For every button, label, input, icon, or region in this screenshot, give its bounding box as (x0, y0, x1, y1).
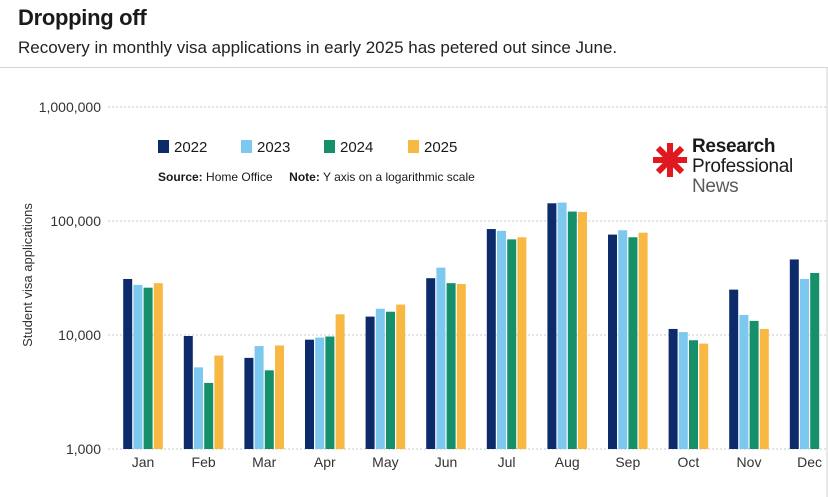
legend-label-2024: 2024 (340, 139, 373, 156)
legend-swatch-2023 (241, 140, 252, 153)
y-tick-label: 10,000 (58, 327, 101, 343)
bar-2022-may (365, 316, 375, 449)
bar-2023-aug (557, 202, 567, 449)
bar-2025-jun (456, 284, 466, 449)
bar-2022-feb (183, 336, 193, 449)
x-tick-label: Dec (797, 454, 822, 470)
chart-subtitle: Recovery in monthly visa applications in… (18, 38, 618, 57)
legend-swatch-2022 (158, 140, 169, 153)
bar-2022-mar (244, 357, 254, 449)
bar-2025-apr (335, 314, 345, 449)
research-professional-news-logo: Research Professional News (650, 136, 820, 200)
source-note: Source: Home Office Note: Y axis on a lo… (158, 170, 475, 184)
bars (123, 202, 820, 449)
bar-2024-jul (507, 239, 517, 449)
x-tick-label: Feb (192, 454, 216, 470)
x-tick-label: Jul (498, 454, 516, 470)
bar-2023-mar (254, 346, 264, 449)
chart-title: Dropping off (18, 5, 147, 30)
bar-2024-jun (446, 283, 456, 449)
x-axis-ticks: Jan Feb Mar Apr May Jun Jul Aug Sep Oct Nov Dec (132, 454, 822, 470)
bar-2022-oct (668, 328, 678, 449)
bar-2024-apr (325, 336, 335, 449)
y-tick-label: 100,000 (50, 213, 101, 229)
legend-label-2025: 2025 (424, 139, 457, 156)
bar-2023-may (375, 308, 385, 449)
chart-panel (0, 68, 828, 497)
legend-label-2023: 2023 (257, 139, 290, 156)
bar-2025-oct (699, 343, 709, 449)
bar-2025-mar (275, 345, 284, 449)
bar-2022-dec (789, 259, 799, 449)
bar-2023-jun (436, 267, 446, 449)
bar-2024-dec (810, 272, 820, 449)
bar-2023-oct (678, 332, 688, 449)
bar-2025-aug (578, 211, 587, 449)
x-tick-label: Mar (252, 454, 276, 470)
bar-2024-mar (264, 370, 274, 449)
bar-2024-nov (749, 320, 759, 449)
bar-2025-may (396, 304, 406, 449)
bar-2022-aug (547, 203, 557, 449)
y-axis-ticks: 1,000 10,000 100,000 1,000,000 (39, 99, 102, 457)
bar-2024-feb (204, 382, 214, 449)
bar-2022-sep (608, 234, 617, 449)
bar-2022-jan (123, 278, 133, 449)
header-divider (0, 67, 828, 68)
bar-2022-jun (426, 278, 436, 449)
bar-2023-feb (194, 367, 203, 449)
x-tick-label: Oct (678, 454, 700, 470)
x-tick-label: Sep (615, 454, 640, 470)
x-tick-label: Aug (555, 454, 580, 470)
bar-2024-aug (567, 211, 577, 449)
bar-2022-jul (486, 229, 496, 449)
bar-2023-jul (497, 230, 506, 449)
legend-swatch-2025 (408, 140, 419, 153)
logo-line-news: News (692, 176, 739, 197)
x-tick-label: Jun (435, 454, 458, 470)
bar-2025-jul (517, 237, 527, 449)
x-tick-label: May (372, 454, 398, 470)
logo-line-research: Research (692, 136, 776, 157)
x-tick-label: Jan (132, 454, 155, 470)
source-label: Source: (158, 170, 203, 184)
legend-swatch-2024 (324, 140, 335, 153)
bar-2023-apr (315, 337, 325, 449)
y-axis-label: Student visa applications (20, 203, 35, 347)
source-value: Home Office (206, 170, 273, 184)
y-tick-label: 1,000,000 (39, 99, 101, 115)
note-label: Note: (289, 170, 320, 184)
bar-2023-jan (133, 284, 143, 449)
bar-2025-sep (638, 232, 648, 449)
bar-2025-jan (153, 283, 163, 449)
bar-2023-sep (618, 230, 628, 449)
legend: 2022 2023 2024 2025 (158, 139, 457, 156)
asterisk-icon (653, 143, 687, 177)
bar-2025-nov (759, 328, 769, 449)
bar-2024-sep (628, 237, 638, 449)
bar-2025-feb (214, 355, 224, 449)
legend-label-2022: 2022 (174, 139, 207, 156)
bar-2022-apr (305, 339, 314, 449)
bar-2024-may (386, 311, 395, 449)
bar-2022-nov (729, 289, 739, 449)
note-value: Y axis on a logarithmic scale (322, 170, 475, 184)
x-tick-label: Apr (314, 454, 336, 470)
bar-2024-jan (143, 287, 153, 449)
bar-2024-oct (689, 340, 698, 449)
bar-2023-dec (800, 278, 809, 449)
asterisk-stroke (655, 145, 685, 175)
x-tick-label: Nov (737, 454, 762, 470)
y-tick-label: 1,000 (66, 441, 101, 457)
logo-line-professional: Professional (692, 156, 793, 177)
bar-2023-nov (739, 314, 749, 449)
